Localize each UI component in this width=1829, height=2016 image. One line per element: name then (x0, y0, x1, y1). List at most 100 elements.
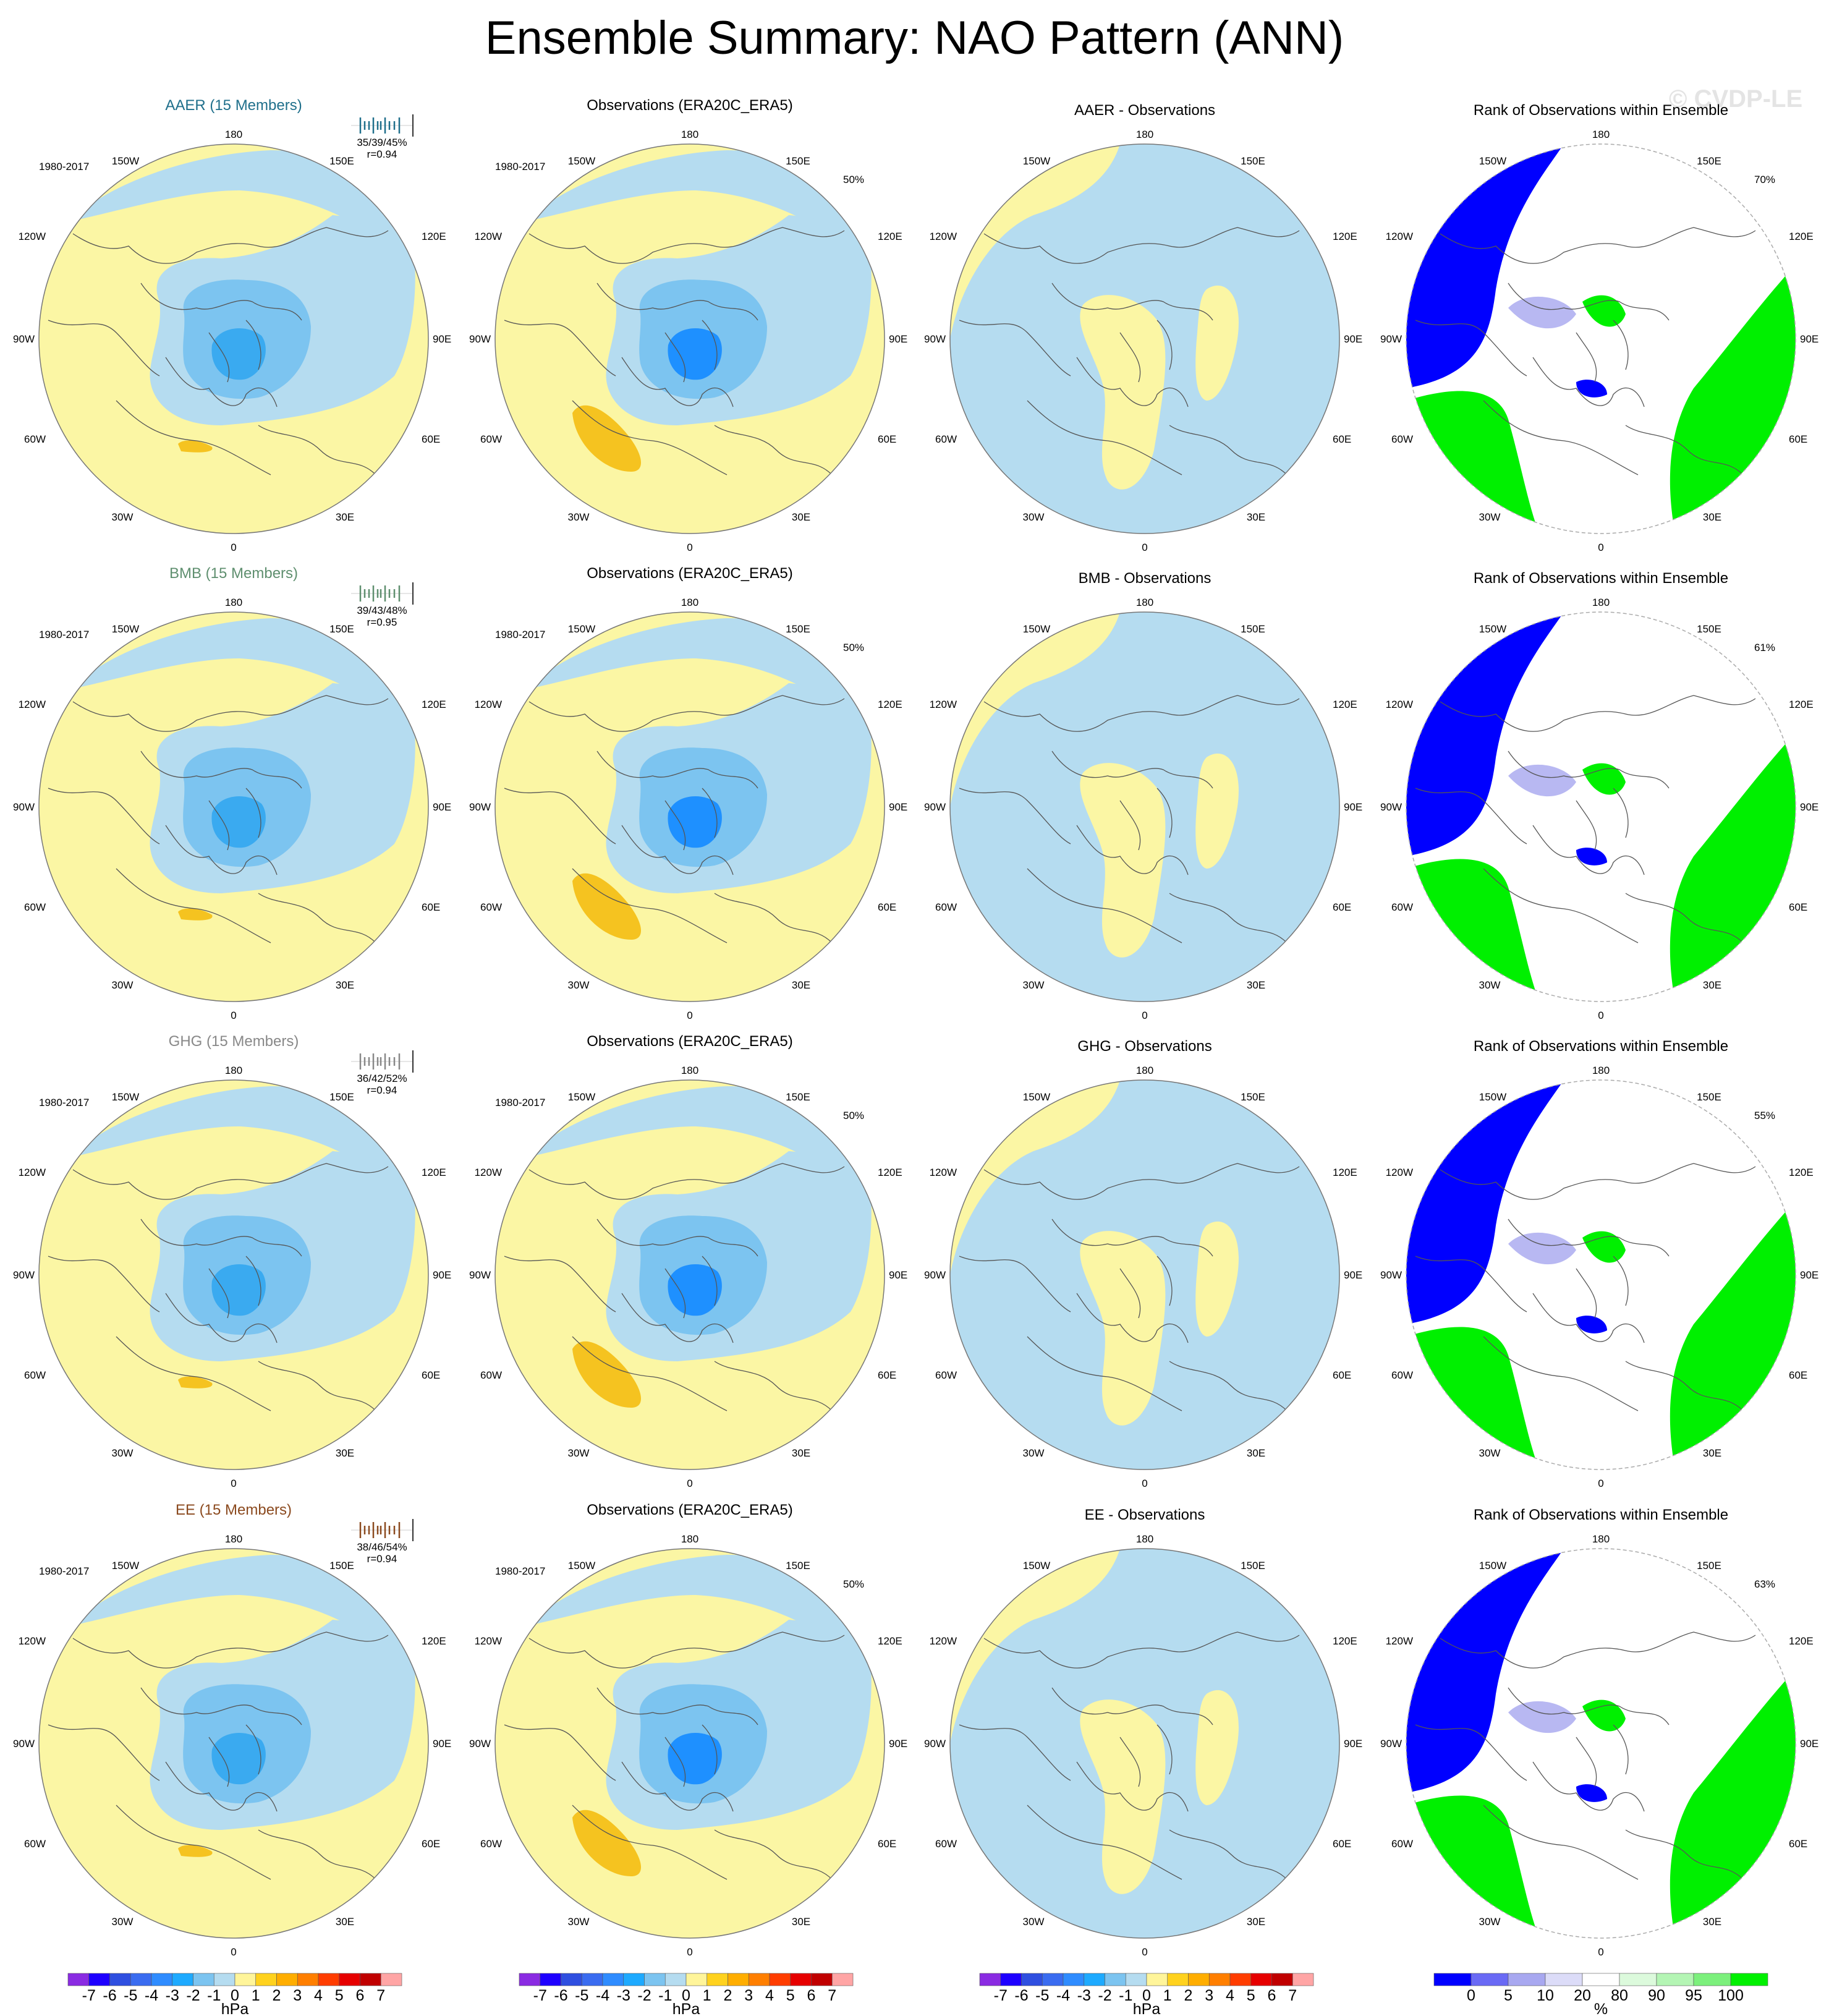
panel-title-ensemble: AAER (15 Members) (165, 97, 302, 114)
lon-label-mid-upper-right: 120E (1333, 699, 1357, 710)
coastlines (48, 227, 389, 475)
colorbar-swatch (519, 1973, 541, 1986)
lon-label-mid-upper-left: 120W (19, 1167, 46, 1178)
eurasia-positive-difference (1195, 1221, 1239, 1337)
lon-label-lower-right: 30E (792, 979, 810, 991)
arctic-low-core (211, 328, 266, 380)
lon-label-bottom: 0 (687, 542, 692, 553)
north-pacific-anomaly (526, 618, 869, 726)
map-diff-row-2: 180 0 150W 150E 120W 120E 90W 90E 60W 60E 30W 30E BM… (924, 570, 1362, 1021)
colorbar-swatch (88, 1973, 110, 1986)
lon-label-top: 180 (1136, 129, 1153, 140)
lon-label-mid-upper-right: 120E (878, 1167, 902, 1178)
map-boundary (949, 143, 1340, 534)
colorbar-tick-label: 100 (1718, 1987, 1744, 2004)
colorbar-swatch (748, 1973, 770, 1986)
rank-lavender-region (1508, 1232, 1576, 1265)
lon-label-left: 90W (13, 801, 35, 813)
member-tick-diagram (351, 582, 414, 605)
colorbar-tick-label: 1 (1163, 1987, 1172, 2004)
panel-title-diff: BMB - Observations (1079, 570, 1212, 587)
lon-label-upper-right: 150E (329, 1091, 354, 1103)
map-boundary (38, 611, 429, 1002)
lon-label-left: 90W (13, 333, 35, 345)
rank-low-region-atlantic (1576, 1316, 1607, 1333)
lon-label-mid-lower-left: 60W (935, 433, 957, 445)
lon-label-lower-right: 30E (1703, 1916, 1721, 1928)
lon-label-lower-right: 30E (792, 511, 810, 523)
lon-label-left: 90W (924, 333, 946, 345)
map-obs-row-1: 180 0 150W 150E 120W 120E 90W 90E 60W 60E 30W 30E Ob… (469, 97, 907, 553)
colorbar-tick-label: -5 (575, 1987, 588, 2004)
colorbar-tick-label: 5 (786, 1987, 795, 2004)
lon-label-right: 90E (433, 333, 451, 345)
lon-label-top: 180 (1136, 1065, 1153, 1076)
watermark: © CVDP-LE (1669, 85, 1803, 113)
panel-title-rank: Rank of Observations within Ensemble (1474, 1507, 1728, 1523)
colorbar-swatch (685, 1973, 708, 1986)
colorbar-swatch (276, 1973, 298, 1986)
lon-label-right: 90E (889, 1269, 907, 1281)
map-boundary (494, 1548, 885, 1939)
lon-label-left: 90W (924, 1269, 946, 1281)
pattern-correlation: r=0.94 (367, 1084, 397, 1096)
lon-label-top: 180 (225, 597, 242, 608)
colorbar-tick-label: -6 (103, 1987, 116, 2004)
rank-high-region-arctic (1582, 763, 1626, 795)
lon-label-right: 90E (1344, 1738, 1362, 1750)
lon-label-upper-right: 150E (786, 1560, 810, 1572)
lon-label-lower-right: 30E (792, 1916, 810, 1928)
map-rank-row-4: 180 0 150W 150E 120W 120E 90W 90E 60W 60E 30W 30E Ra… (1380, 1507, 1818, 1958)
north-pacific-anomaly (526, 1555, 869, 1663)
lon-label-mid-lower-left: 60W (1391, 433, 1413, 445)
map-ensemble-row-1: 180 0 150W 150E 120W 120E 90W 90E 60W 60E 30W 30E AA… (13, 97, 451, 553)
lon-label-top: 180 (1136, 1533, 1153, 1545)
colorbar-tick-label: -2 (637, 1987, 651, 2004)
lon-label-mid-upper-right: 120E (1789, 1635, 1814, 1647)
lon-label-mid-lower-right: 60E (422, 433, 440, 445)
lon-label-mid-upper-left: 120W (1386, 1167, 1413, 1178)
map-rank-row-3: 180 0 150W 150E 120W 120E 90W 90E 60W 60E 30W 30E Ra… (1380, 1038, 1818, 1489)
lon-label-upper-left: 150W (568, 1091, 595, 1103)
lon-label-left: 90W (1380, 1269, 1402, 1281)
colorbar-tick-label: 3 (293, 1987, 302, 2004)
lon-label-upper-right: 150E (1697, 1560, 1721, 1572)
rank-lavender-region (1508, 296, 1576, 329)
lon-label-left: 90W (13, 1269, 35, 1281)
panel-title-rank: Rank of Observations within Ensemble (1474, 1038, 1728, 1055)
pattern-percent: 50% (843, 174, 864, 185)
colorbar-swatch (1656, 1973, 1694, 1986)
colorbar-swatch (1042, 1973, 1064, 1986)
lon-label-mid-lower-left: 60W (1391, 1369, 1413, 1381)
lon-label-upper-left: 150W (112, 623, 139, 635)
colorbar-tick-label: 7 (828, 1987, 836, 2004)
lon-label-bottom: 0 (1142, 542, 1147, 553)
lon-label-upper-left: 150W (1023, 1091, 1050, 1103)
lon-label-mid-lower-right: 60E (1789, 901, 1807, 913)
panel-title-diff: GHG - Observations (1077, 1038, 1212, 1055)
colorbar-swatch (1693, 1973, 1731, 1986)
coastlines (959, 1631, 1300, 1880)
colorbar-swatch (769, 1973, 791, 1986)
lon-label-left: 90W (924, 801, 946, 813)
colorbar-swatch (193, 1973, 214, 1986)
colorbar-swatch (1063, 1973, 1085, 1986)
ensemble-stats: 35/39/45% (357, 137, 407, 148)
coastlines (504, 1163, 845, 1411)
lon-label-top: 180 (225, 1065, 242, 1076)
lon-label-lower-left: 30W (112, 979, 134, 991)
lon-label-bottom: 0 (687, 1010, 692, 1021)
eurasia-positive-difference (1195, 1690, 1239, 1805)
pattern-correlation: r=0.94 (367, 1553, 397, 1565)
lon-label-upper-right: 150E (329, 623, 354, 635)
lon-label-mid-lower-left: 60W (935, 901, 957, 913)
lon-label-upper-right: 150E (1697, 1091, 1721, 1103)
colorbar-swatch (1292, 1973, 1314, 1986)
lon-label-mid-upper-left: 120W (930, 1167, 957, 1178)
lon-label-lower-right: 30E (336, 979, 354, 991)
lon-label-lower-left: 30W (1023, 511, 1045, 523)
lon-label-mid-lower-right: 60E (1333, 901, 1351, 913)
lon-label-upper-right: 150E (1241, 1560, 1265, 1572)
member-tick-diagram (351, 1519, 414, 1541)
lon-label-bottom: 0 (1142, 1010, 1147, 1021)
